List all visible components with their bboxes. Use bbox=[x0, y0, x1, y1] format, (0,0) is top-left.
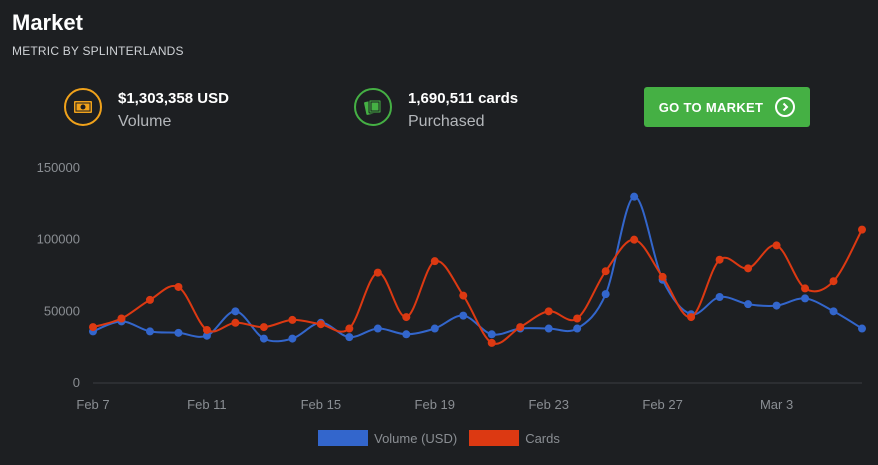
y-tick-label: 0 bbox=[73, 375, 80, 390]
line-chart: 0 50000 100000 150000 Feb 7 Feb 11 Feb 15 Feb 1… bbox=[37, 160, 866, 412]
data-point-volume-usd bbox=[544, 324, 553, 333]
x-tick-label: Feb 27 bbox=[642, 397, 682, 412]
x-tick-label: Feb 23 bbox=[528, 397, 568, 412]
purchased-value: 1,690,511 cards bbox=[408, 90, 519, 107]
legend-item-volume[interactable]: Volume (USD) bbox=[318, 430, 457, 446]
x-tick-label: Mar 3 bbox=[760, 397, 793, 412]
data-point-cards bbox=[89, 323, 97, 332]
volume-value: $1,303,358 USD bbox=[118, 90, 229, 107]
data-point-volume-usd bbox=[858, 324, 866, 333]
data-point-volume-usd bbox=[772, 301, 781, 310]
data-point-volume-usd bbox=[744, 300, 753, 309]
data-point-cards bbox=[573, 314, 582, 323]
data-point-cards bbox=[288, 315, 297, 324]
data-point-cards bbox=[544, 307, 553, 316]
data-point-cards bbox=[402, 313, 411, 322]
data-point-cards bbox=[858, 225, 866, 234]
legend-label-cards: Cards bbox=[525, 430, 560, 446]
legend-item-cards[interactable]: Cards bbox=[469, 430, 560, 446]
money-icon bbox=[64, 88, 102, 126]
data-point-cards bbox=[601, 267, 610, 276]
data-point-volume-usd bbox=[402, 330, 411, 339]
data-point-volume-usd bbox=[715, 293, 724, 301]
data-point-cards bbox=[316, 320, 325, 329]
data-point-volume-usd bbox=[373, 324, 382, 333]
data-point-volume-usd bbox=[345, 333, 354, 342]
data-point-volume-usd bbox=[573, 324, 582, 333]
page-subtitle: METRIC BY SPLINTERLANDS bbox=[12, 44, 184, 58]
x-tick-label: Feb 15 bbox=[301, 397, 341, 412]
data-point-cards bbox=[829, 277, 838, 286]
data-point-cards bbox=[772, 241, 781, 250]
data-point-cards bbox=[459, 291, 468, 300]
data-point-cards bbox=[174, 282, 183, 291]
data-point-cards bbox=[487, 338, 496, 347]
y-tick-label: 50000 bbox=[44, 303, 80, 318]
go-to-market-button[interactable]: GO TO MARKET bbox=[644, 87, 810, 127]
legend-swatch-cards bbox=[469, 430, 520, 446]
y-tick-label: 150000 bbox=[37, 160, 80, 175]
data-point-cards bbox=[259, 323, 268, 332]
go-to-market-label: GO TO MARKET bbox=[658, 99, 764, 115]
data-point-cards bbox=[630, 235, 639, 244]
data-point-volume-usd bbox=[288, 334, 297, 343]
data-point-volume-usd bbox=[801, 294, 810, 303]
data-point-cards bbox=[658, 272, 667, 281]
data-point-volume-usd bbox=[630, 192, 639, 201]
data-point-volume-usd bbox=[145, 327, 154, 336]
legend-label-volume: Volume (USD) bbox=[374, 430, 458, 446]
data-point-volume-usd bbox=[174, 328, 183, 337]
data-point-cards bbox=[373, 268, 382, 277]
data-point-cards bbox=[801, 284, 810, 293]
x-tick-label: Feb 11 bbox=[187, 397, 227, 412]
data-point-cards bbox=[345, 324, 354, 333]
data-point-volume-usd bbox=[459, 311, 468, 320]
chevron-right-circle-icon bbox=[775, 97, 796, 117]
page-title: Market bbox=[12, 10, 83, 35]
x-tick-label: Feb 19 bbox=[415, 397, 455, 412]
data-point-volume-usd bbox=[601, 290, 610, 299]
data-point-volume-usd bbox=[430, 324, 439, 333]
data-point-cards bbox=[687, 313, 696, 322]
data-point-volume-usd bbox=[259, 334, 268, 343]
data-point-volume-usd bbox=[487, 330, 496, 339]
data-point-cards bbox=[715, 255, 724, 264]
data-point-cards bbox=[145, 295, 154, 304]
data-point-cards bbox=[430, 257, 439, 266]
y-tick-label: 100000 bbox=[37, 232, 80, 247]
chart-legend: Volume (USD) Cards bbox=[0, 430, 878, 446]
data-point-cards bbox=[516, 323, 525, 332]
data-point-cards bbox=[202, 325, 211, 334]
data-point-cards bbox=[744, 264, 753, 273]
volume-label: Volume bbox=[118, 113, 172, 130]
data-point-volume-usd bbox=[231, 307, 240, 316]
data-point-cards bbox=[231, 318, 240, 327]
data-point-cards bbox=[117, 314, 126, 323]
purchased-label: Purchased bbox=[408, 113, 485, 130]
legend-swatch-volume bbox=[318, 430, 369, 446]
series-line-cards bbox=[92, 229, 863, 345]
series-line-volume-usd bbox=[92, 195, 863, 343]
purchased-stat: 1,690,511 cards Purchased bbox=[354, 86, 518, 131]
x-tick-label: Feb 7 bbox=[76, 397, 109, 412]
data-point-volume-usd bbox=[202, 331, 211, 340]
data-point-volume-usd bbox=[829, 307, 838, 316]
volume-stat: $1,303,358 USD Volume bbox=[64, 86, 229, 131]
cards-icon bbox=[354, 88, 392, 126]
